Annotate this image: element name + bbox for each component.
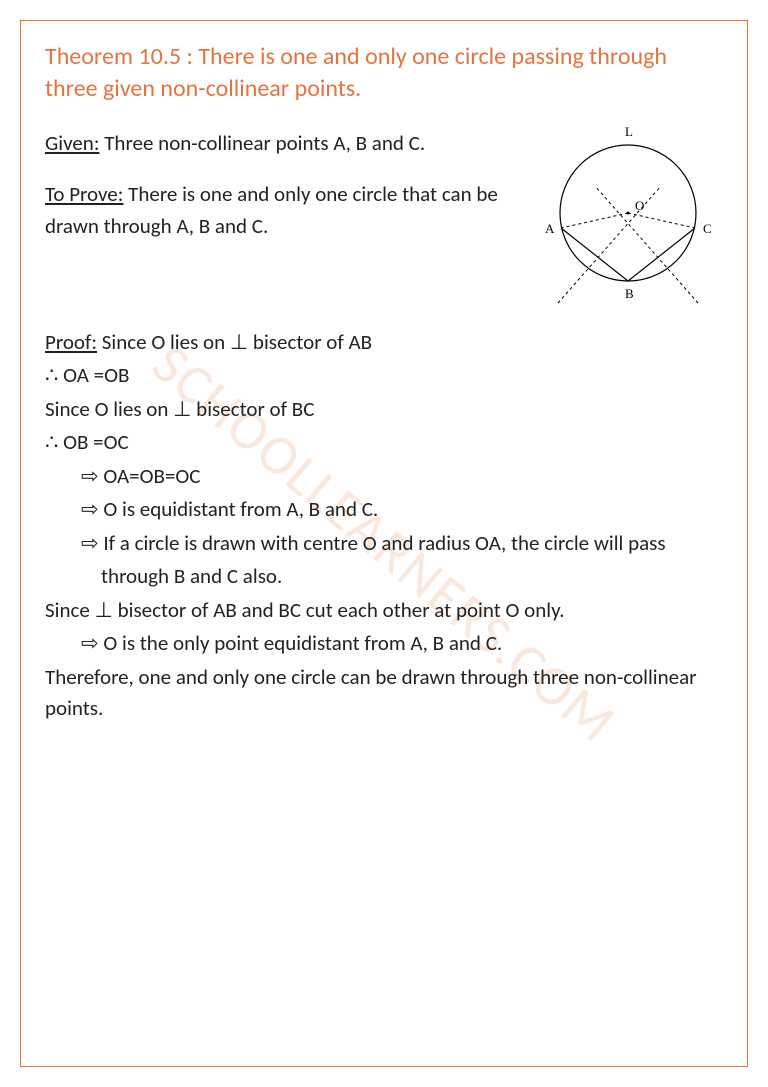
top-text-column: Given: Three non-collinear points A, B a…	[45, 128, 523, 263]
proof-line-5: ⇨ OA=OB=OC	[45, 461, 723, 493]
document-page: SCHOOLLEARNERS.COM Theorem 10.5 : There …	[20, 20, 748, 1067]
top-row: Given: Three non-collinear points A, B a…	[45, 128, 723, 323]
proof-text-1: Since O lies on ⊥ bisector of AB	[97, 329, 372, 355]
proof-line-7b: through B and C also.	[45, 561, 723, 593]
diagram-label-C: C	[703, 221, 712, 236]
proof-line-6: ⇨ O is equidistant from A, B and C.	[45, 494, 723, 526]
diagram-label-B: B	[625, 286, 634, 301]
proof-line-7: ⇨ If a circle is drawn with centre O and…	[45, 528, 723, 560]
proof-line-2: ∴ OA =OB	[45, 360, 723, 392]
proof-line-9: ⇨ O is the only point equidistant from A…	[45, 628, 723, 660]
given-text: Three non-collinear points A, B and C.	[99, 130, 425, 156]
document-content: Theorem 10.5 : There is one and only one…	[45, 41, 723, 725]
diagram-label-A: A	[545, 221, 555, 236]
to-prove-label: To Prove:	[45, 181, 123, 207]
circle-diagram: L O A B C	[533, 118, 723, 323]
given-section: Given: Three non-collinear points A, B a…	[45, 128, 523, 160]
proof-label: Proof:	[45, 329, 97, 355]
diagram-label-L: L	[625, 124, 633, 139]
proof-line-1: Proof: Since O lies on ⊥ bisector of AB	[45, 327, 723, 359]
given-label: Given:	[45, 130, 99, 156]
diagram-label-O: O	[635, 198, 644, 213]
theorem-title: Theorem 10.5 : There is one and only one…	[45, 41, 723, 106]
proof-line-4: ∴ OB =OC	[45, 427, 723, 459]
proof-section: Proof: Since O lies on ⊥ bisector of AB …	[45, 327, 723, 725]
proof-line-10: Therefore, one and only one circle can b…	[45, 662, 723, 725]
proof-line-8: Since ⊥ bisector of AB and BC cut each o…	[45, 595, 723, 627]
proof-line-3: Since O lies on ⊥ bisector of BC	[45, 394, 723, 426]
to-prove-section: To Prove: There is one and only one circ…	[45, 179, 523, 242]
